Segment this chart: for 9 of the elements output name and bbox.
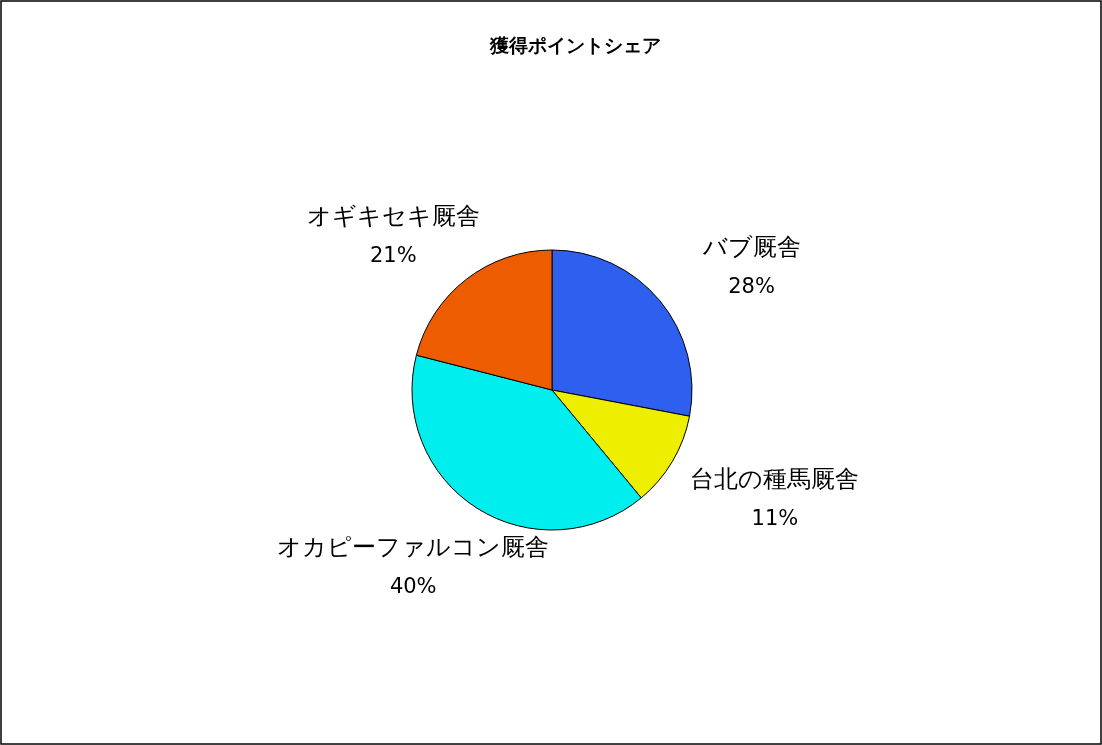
slice-label: オカピーファルコン厩舎 (277, 533, 550, 562)
data-label: 40% (389, 574, 437, 599)
data-label: 28% (728, 273, 775, 298)
slice-label: 台北の種馬厩舎 (690, 465, 860, 494)
slice-label: オギキセキ厩舎 (306, 201, 480, 230)
chart-title: 獲得ポイントシェア (488, 34, 661, 56)
slice-label: バブ厩舎 (701, 232, 801, 261)
data-label: 11% (751, 506, 799, 531)
data-label: 21% (369, 242, 417, 267)
